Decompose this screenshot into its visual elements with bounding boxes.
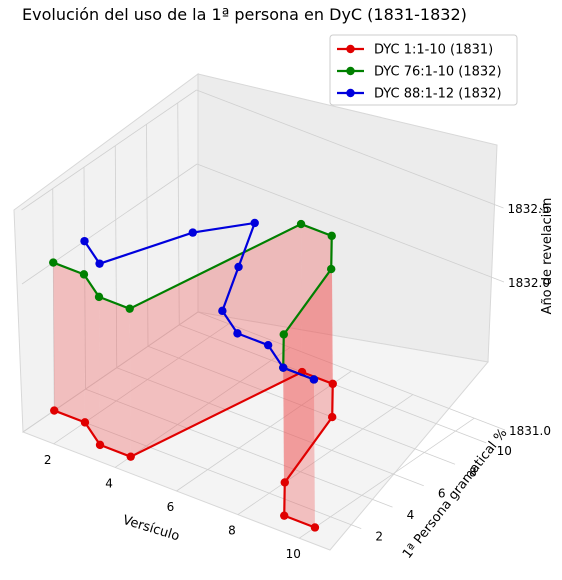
z-axis-label: Año de revelación: [540, 198, 555, 315]
grid-line-z-side: [21, 89, 197, 211]
data-point: [310, 523, 320, 532]
grid-line-y: [147, 345, 456, 465]
series-layer: [49, 218, 337, 532]
data-point: [94, 292, 104, 302]
data-point: [49, 258, 58, 267]
grid-line-z: [197, 311, 506, 431]
data-point: [263, 340, 273, 350]
surface-patch: [83, 274, 101, 445]
x-tick-label: 8: [228, 524, 236, 538]
series-3: [80, 218, 319, 384]
tick-labels: 2 4 6 8 10 2 4 6 8 10 1831.0 1832.0 1832.5: [44, 202, 551, 561]
x-tick-label: 10: [286, 547, 301, 561]
legend-entry: DYC 88:1-12 (1832): [337, 87, 502, 102]
series-line: [83, 221, 315, 381]
legend: DYC 1:1-10 (1831) DYC 76:1-10 (1832) DYC 8…: [329, 34, 518, 106]
data-point: [280, 511, 289, 520]
data-point: [279, 363, 288, 372]
legend-entries: DYC 1:1-10 (1831) DYC 76:1-10 (1832) DYC 8…: [337, 43, 502, 102]
grid-line-y: [54, 410, 362, 529]
grid-line-y: [85, 388, 393, 508]
legend-entry: DYC 76:1-10 (1832): [337, 65, 502, 80]
data-point: [327, 231, 336, 241]
surface-patch: [283, 269, 333, 483]
data-point: [309, 375, 319, 384]
data-point: [233, 329, 242, 338]
chart-title: Evolución del uso de la 1ª persona en Dy…: [22, 5, 467, 24]
y-tick-label: 6: [438, 487, 446, 501]
data-point: [280, 478, 289, 487]
z-tick-label: 1832.5: [508, 202, 550, 216]
surface-patch: [129, 224, 303, 457]
data-point: [95, 259, 104, 268]
data-point: [279, 330, 288, 339]
grid-line-y: [116, 367, 424, 487]
axes-panes: [13, 73, 498, 551]
grid-line-y-vertical: [177, 102, 180, 325]
legend-label: DYC 76:1-10 (1832): [374, 65, 502, 80]
z-tick-label: 1832.0: [508, 276, 550, 290]
grid-line-z: [196, 89, 504, 209]
legend-marker: [346, 66, 355, 76]
grid-line-x: [176, 370, 352, 492]
series-line: [52, 222, 333, 381]
data-point: [250, 218, 259, 228]
data-point: [327, 264, 336, 274]
data-point: [328, 379, 337, 389]
grid-line-y-vertical: [52, 188, 55, 411]
y-tick-label: 2: [375, 530, 383, 544]
legend-box: [329, 34, 518, 106]
x-tick-label: 4: [105, 476, 113, 490]
grid-line-x: [114, 347, 291, 468]
grid-line-y-vertical: [146, 124, 149, 347]
data-point: [79, 270, 89, 279]
surface-patch: [301, 224, 333, 384]
surface-patch: [53, 262, 85, 423]
legend-entry: DYC 1:1-10 (1831): [337, 43, 493, 58]
grid-line-y-vertical: [114, 145, 118, 368]
legend-label: DYC 88:1-12 (1832): [374, 87, 502, 102]
grid-line-z: [196, 163, 505, 283]
x-tick-label: 2: [44, 453, 52, 467]
translucent-surfaces: [53, 224, 333, 528]
surface-patch: [99, 296, 131, 457]
grid-line-x: [237, 394, 414, 515]
y-tick-label: 10: [497, 444, 512, 458]
data-point: [328, 412, 337, 422]
surface-patch: [331, 235, 333, 418]
data-point: [80, 418, 90, 427]
x-axis-label: Versículo: [121, 513, 181, 544]
legend-marker: [346, 44, 355, 54]
data-point: [95, 440, 105, 450]
data-point: [125, 304, 134, 313]
y-tick-label: 8: [469, 465, 477, 479]
surface-patch: [283, 334, 285, 516]
z-tick-label: 1831.0: [509, 424, 551, 438]
data-point: [296, 219, 306, 229]
data-point: [80, 236, 89, 246]
data-point: [50, 406, 59, 415]
data-point: [218, 306, 227, 316]
data-point: [234, 262, 243, 272]
data-point: [126, 452, 135, 461]
grid-line-x: [299, 417, 475, 539]
legend-label: DYC 1:1-10 (1831): [374, 43, 493, 58]
x-tick-label: 6: [167, 500, 175, 514]
surface-patch: [283, 367, 315, 528]
data-point: [188, 228, 197, 237]
legend-marker: [346, 88, 355, 98]
y-tick-label: 4: [407, 508, 415, 522]
